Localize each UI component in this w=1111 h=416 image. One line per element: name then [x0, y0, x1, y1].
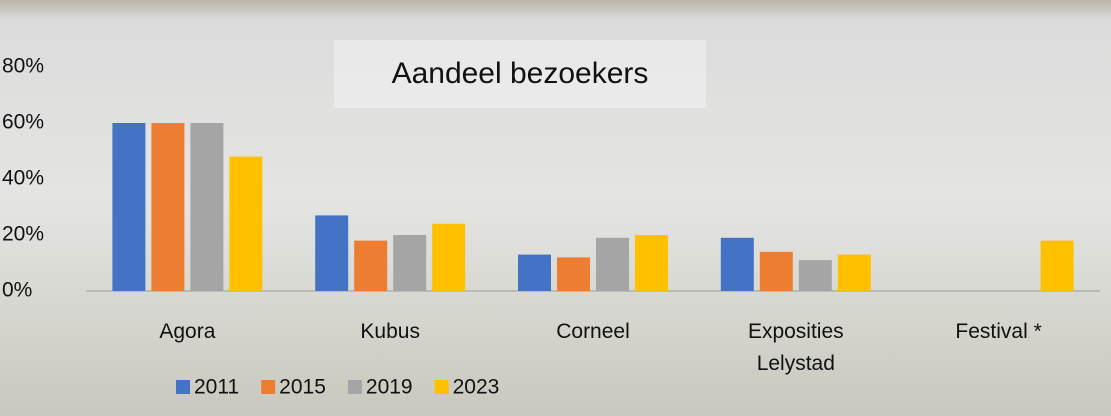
legend-swatch [435, 380, 449, 394]
bar [596, 238, 629, 291]
legend-label: 2011 [194, 376, 239, 399]
legend-label: 2019 [366, 376, 413, 399]
y-tick-label: 0% [2, 279, 32, 302]
bar [760, 252, 793, 291]
x-tick-label: Corneel [518, 316, 668, 348]
bar [354, 241, 387, 291]
y-tick-label: 40% [2, 167, 44, 190]
bar [635, 235, 668, 291]
chart: Aandeel bezoekers 0% 20% 40% 60% 80% 2011 2015… [0, 0, 1111, 416]
bar [557, 257, 590, 291]
x-tick-label: Exposities Lelystad [721, 316, 871, 380]
bar [432, 224, 465, 291]
legend-label: 2023 [453, 376, 500, 399]
bar [838, 255, 871, 291]
x-tick-label: Agora [112, 316, 262, 348]
y-tick-label: 80% [2, 55, 44, 78]
bar [151, 123, 184, 291]
legend-swatch [348, 380, 362, 394]
legend-label: 2015 [279, 376, 326, 399]
x-tick-label: Kubus [315, 316, 465, 348]
bar [1041, 241, 1074, 291]
chart-title: Aandeel bezoekers [392, 57, 649, 90]
chart-page: Aandeel bezoekers 0% 20% 40% 60% 80% 2011 2015… [0, 0, 1111, 416]
bar [799, 260, 832, 291]
legend-swatch [176, 380, 190, 394]
bar [518, 255, 551, 291]
legend-swatch [261, 380, 275, 394]
bar [190, 123, 223, 291]
bar [721, 238, 754, 291]
bar [112, 123, 145, 291]
bar [315, 215, 348, 291]
bar [229, 157, 262, 291]
y-tick-label: 20% [2, 223, 44, 246]
bar [393, 235, 426, 291]
x-tick-label: Festival * [924, 316, 1074, 348]
y-tick-label: 60% [2, 111, 44, 134]
